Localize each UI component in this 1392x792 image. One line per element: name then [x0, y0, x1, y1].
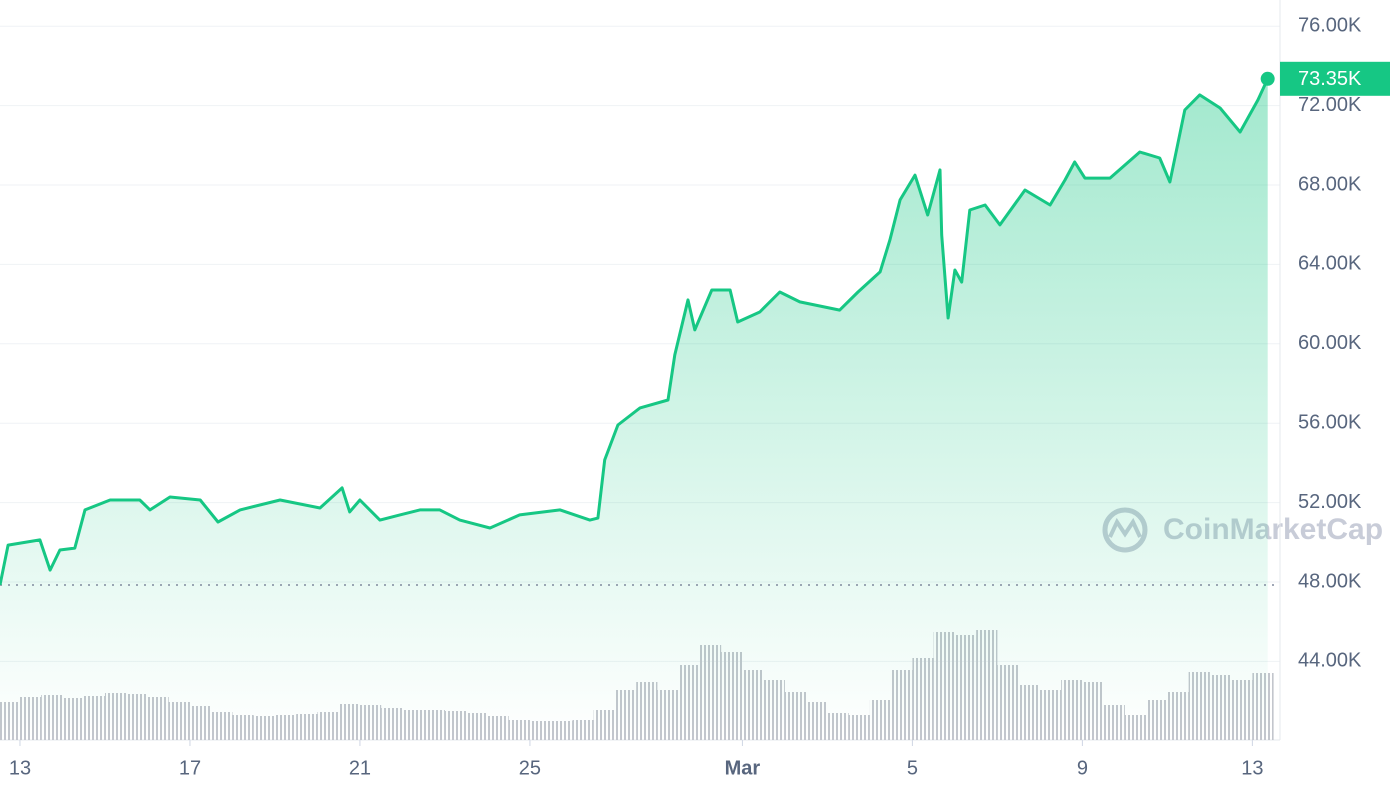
x-tick-label: 17	[179, 757, 201, 779]
x-tick-label: 21	[349, 757, 371, 779]
x-tick-label: 13	[1241, 757, 1263, 779]
y-tick-label: 72.00K	[1298, 94, 1362, 116]
price-line	[0, 78, 1270, 586]
y-tick-label: 76.00K	[1298, 14, 1362, 36]
x-tick-label: Mar	[725, 757, 761, 779]
y-tick-label: 68.00K	[1298, 173, 1362, 195]
last-price-dot	[1260, 71, 1275, 86]
x-tick-label: 5	[907, 757, 918, 779]
price-badge-label: 73.35K	[1298, 68, 1362, 90]
x-tick-label: 9	[1077, 757, 1088, 779]
price-badge	[1280, 61, 1390, 96]
y-tick-label: 60.00K	[1298, 332, 1362, 354]
y-tick-label: 52.00K	[1298, 491, 1362, 513]
x-tick-label: 25	[519, 757, 541, 779]
y-tick-label: 56.00K	[1298, 411, 1362, 433]
y-tick-label: 64.00K	[1298, 253, 1362, 275]
x-tick-label: 13	[9, 757, 31, 779]
y-tick-label: 44.00K	[1298, 650, 1362, 672]
price-area	[0, 78, 1268, 741]
y-tick-label: 48.00K	[1298, 570, 1362, 592]
